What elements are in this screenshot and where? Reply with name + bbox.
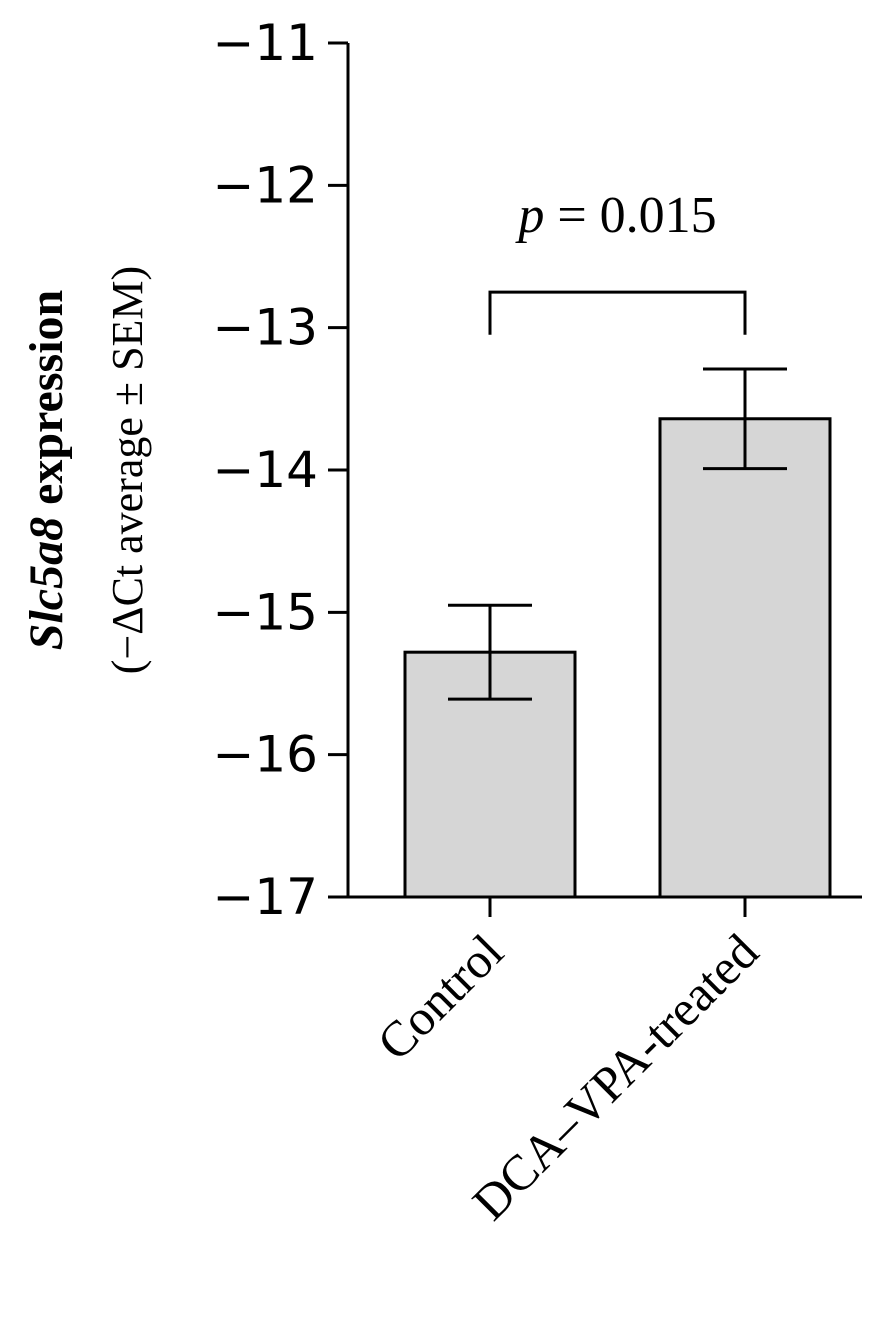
y-axis-title-rest: expression (20, 290, 73, 517)
p-value: = 0.015 (544, 187, 716, 244)
x-tick-label: DCA–VPA-treated (461, 923, 768, 1230)
y-tick-label: −17 (212, 868, 318, 926)
y-axis-title: Slc5a8 expression (20, 290, 73, 650)
p-symbol: p (514, 187, 544, 244)
y-tick-label: −16 (212, 726, 318, 784)
y-tick-label: −14 (212, 441, 318, 499)
x-tick-label: Control (366, 923, 514, 1071)
bar (658, 417, 832, 899)
y-tick-label: −15 (212, 583, 318, 641)
y-axis-subtitle: (−ΔCt average ± SEM) (103, 266, 152, 674)
p-value-label: p = 0.015 (514, 187, 716, 244)
bars (403, 417, 832, 899)
significance-bracket (488, 290, 747, 335)
y-axis-gene-name: Slc5a8 (20, 517, 73, 650)
y-tick-label: −12 (212, 156, 318, 214)
error-bars (448, 367, 787, 701)
axes: −11 −12 −13 −14 −15 −16 −17 (212, 14, 862, 926)
y-tick-label: −13 (212, 299, 318, 357)
y-tick-label: −11 (212, 14, 318, 72)
